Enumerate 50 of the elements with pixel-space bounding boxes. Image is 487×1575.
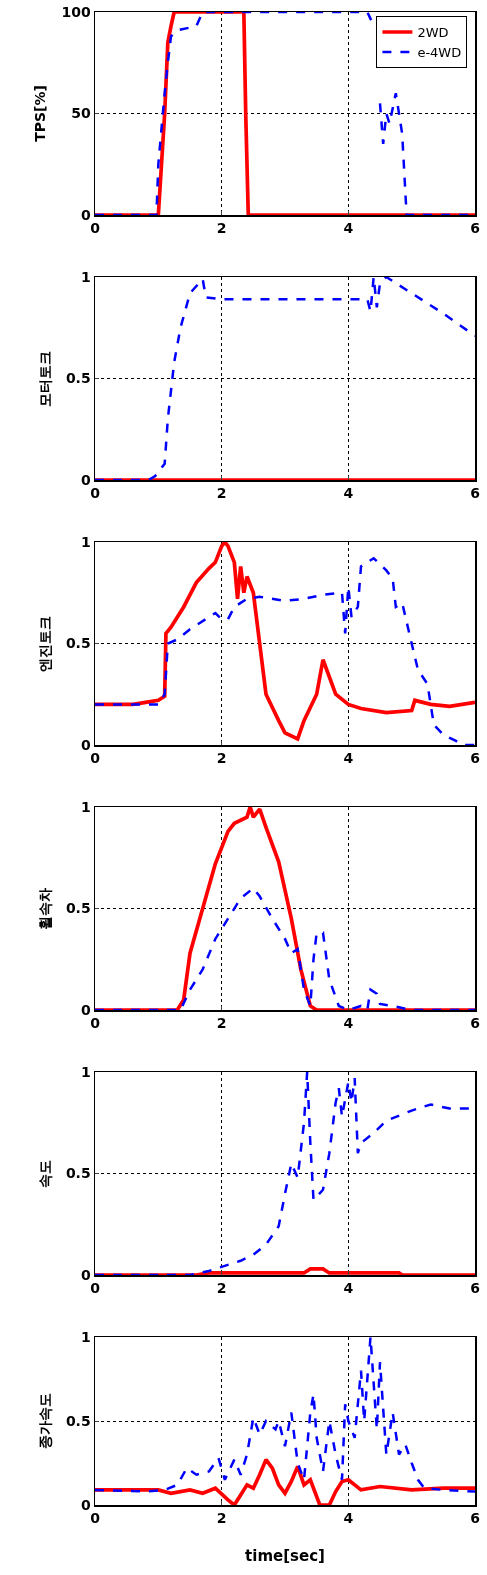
y-tick-label: 0 xyxy=(80,1496,91,1513)
y-tick-label: 1 xyxy=(80,1328,91,1345)
x-tick-label: 2 xyxy=(216,220,227,237)
y-axis-title: 엔진토크 xyxy=(36,615,53,672)
x-tick-label: 2 xyxy=(216,1280,227,1297)
y-tick-label: 0.5 xyxy=(65,1165,91,1182)
y-tick-label: 1 xyxy=(80,798,91,815)
x-tick-label: 6 xyxy=(470,1510,480,1527)
x-tick-label: 4 xyxy=(343,1280,354,1297)
x-tick-label: 6 xyxy=(470,1015,480,1032)
y-tick-label: 0 xyxy=(80,1001,91,1018)
line-series xyxy=(95,807,475,1010)
x-axis-title: time[sec] xyxy=(245,1546,325,1565)
y-axis-title: 속도 xyxy=(36,1159,53,1188)
y-tick-label: 1 xyxy=(80,1063,91,1080)
y-tick-label: 0.5 xyxy=(65,1412,91,1429)
y-tick-label: 0 xyxy=(80,471,91,488)
y-tick-label: 0 xyxy=(80,206,91,223)
legend-label: 2WD xyxy=(417,25,449,41)
line-series xyxy=(95,1337,475,1493)
y-tick-label: 1 xyxy=(80,533,91,550)
x-tick-label: 2 xyxy=(216,1510,227,1527)
y-tick-label: 50 xyxy=(71,105,91,122)
x-tick-label: 4 xyxy=(343,1510,354,1527)
x-tick-label: 2 xyxy=(216,750,227,767)
x-tick-label: 4 xyxy=(343,750,354,767)
y-tick-label: 0 xyxy=(80,1266,91,1283)
line-series xyxy=(95,277,475,480)
x-tick-label: 2 xyxy=(216,485,227,502)
x-tick-label: 2 xyxy=(216,1015,227,1032)
y-tick-label: 0.5 xyxy=(65,370,91,387)
x-tick-label: 6 xyxy=(470,750,480,767)
legend-label: e-4WD xyxy=(417,44,462,60)
y-tick-label: 0.5 xyxy=(65,635,91,652)
x-tick-label: 4 xyxy=(343,1015,354,1032)
x-tick-label: 4 xyxy=(343,485,354,502)
y-tick-label: 1 xyxy=(80,268,91,285)
x-tick-label: 6 xyxy=(470,485,480,502)
y-axis-title: TPS[%] xyxy=(32,85,49,142)
y-tick-label: 100 xyxy=(61,3,91,20)
y-axis-title: 휠속차 xyxy=(36,887,53,930)
y-tick-label: 0.5 xyxy=(65,900,91,917)
line-series xyxy=(95,12,475,215)
x-tick-label: 4 xyxy=(343,220,354,237)
line-series xyxy=(95,1457,475,1505)
y-tick-label: 0 xyxy=(80,736,91,753)
x-tick-label: 6 xyxy=(470,1280,480,1297)
y-axis-title: 모터토크 xyxy=(36,350,53,407)
y-axis-title: 종가속도 xyxy=(36,1393,53,1449)
x-tick-label: 6 xyxy=(470,220,480,237)
